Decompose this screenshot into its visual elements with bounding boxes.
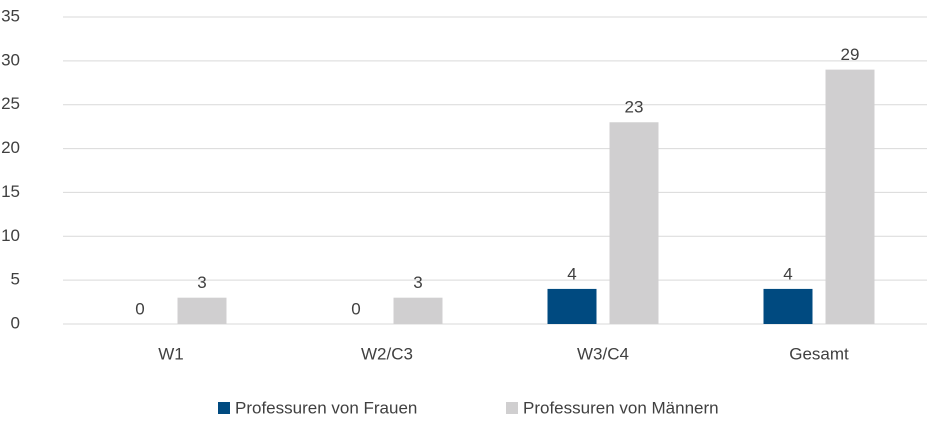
y-tick-label: 0	[11, 313, 20, 332]
legend-label: Professuren von Frauen	[235, 398, 417, 417]
data-label: 4	[567, 264, 576, 283]
bar	[547, 288, 597, 324]
y-tick-label: 20	[1, 138, 20, 157]
x-tick-label: W1	[158, 344, 184, 363]
legend-swatch	[218, 402, 230, 414]
data-label: 0	[135, 299, 144, 318]
x-tick-label: W3/C4	[577, 344, 629, 363]
y-tick-label: 25	[1, 94, 20, 113]
legend-swatch	[506, 402, 518, 414]
data-label: 0	[351, 299, 360, 318]
bar	[393, 297, 443, 324]
data-label: 3	[413, 273, 422, 292]
y-tick-label: 35	[1, 6, 20, 25]
data-label: 3	[197, 273, 206, 292]
bar	[763, 288, 813, 324]
x-tick-label: W2/C3	[361, 344, 413, 363]
y-tick-label: 5	[11, 270, 20, 289]
data-label: 29	[841, 45, 860, 64]
bar	[609, 122, 659, 324]
y-tick-label: 30	[1, 50, 20, 69]
data-label: 23	[625, 98, 644, 117]
x-tick-label: Gesamt	[789, 344, 849, 363]
y-tick-label: 15	[1, 182, 20, 201]
bar	[177, 297, 227, 324]
legend-label: Professuren von Männern	[523, 398, 719, 417]
y-tick-label: 10	[1, 226, 20, 245]
bar	[825, 69, 875, 324]
data-label: 4	[783, 264, 792, 283]
